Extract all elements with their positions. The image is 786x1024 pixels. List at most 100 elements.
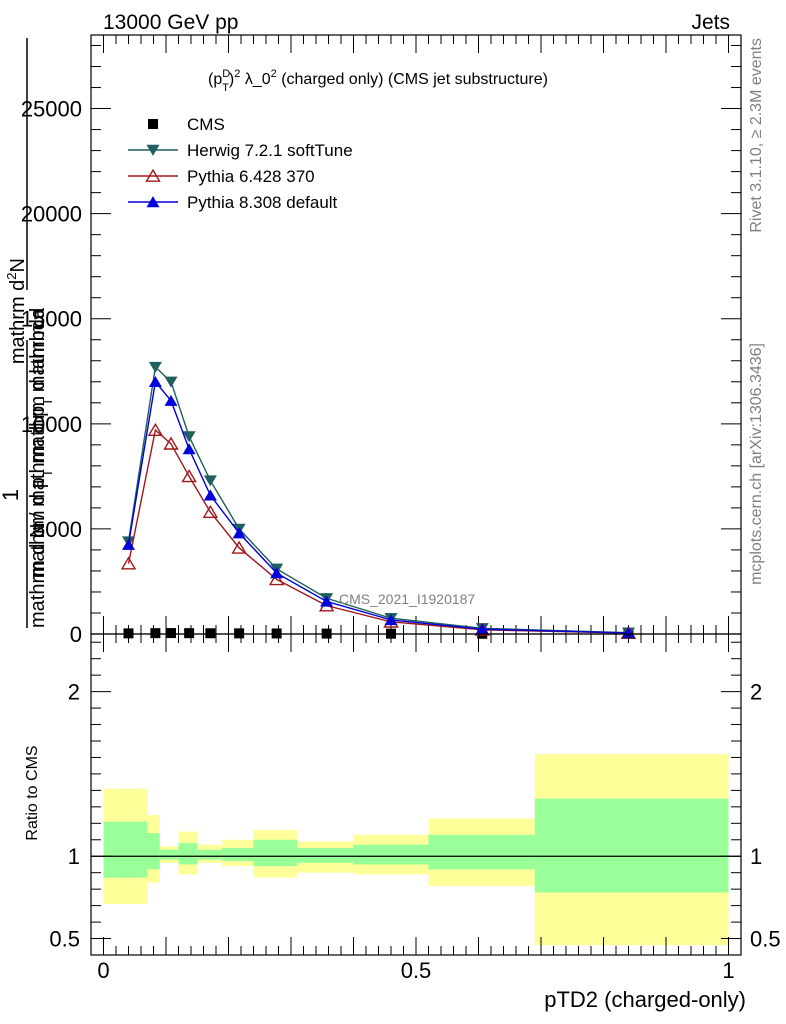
series-1-point-4 (203, 475, 217, 487)
ratio-bands (91, 754, 741, 946)
series-3-point-5 (232, 527, 246, 539)
title-sup-2: 2 (234, 68, 240, 80)
legend-entry-1: Herwig 7.2.1 softTune (128, 141, 353, 160)
ratio-band-green-5 (222, 848, 254, 862)
x-axis-label: pTD2 (charged-only) (544, 987, 746, 1012)
ratio-band-green-2 (159, 849, 179, 860)
series-3-point-0 (122, 538, 135, 550)
series-3-point-9 (475, 623, 489, 635)
main-ytick-label-2: 10000 (21, 412, 82, 437)
series-1-point-2 (164, 376, 178, 388)
legend-marker-3 (146, 196, 160, 208)
legend-label-2: Pythia 6.428 370 (187, 167, 315, 186)
series-2 (120, 422, 637, 639)
series-2-point-4 (202, 504, 219, 518)
ratio-ytick-label-left-0: 0.5 (49, 927, 80, 952)
series-2-point-1 (147, 422, 164, 437)
title-tail: (charged only) (CMS jet substructure) (277, 71, 548, 88)
legend: CMS Herwig 7.2.1 softTune Pythia 6.428 370… (128, 115, 353, 212)
ratio-ytick-label-left-2: 2 (68, 680, 80, 705)
main-plot-series (120, 361, 637, 639)
series-1-point-3 (182, 431, 196, 443)
ratio-axes (90, 633, 742, 956)
mcplots-label: mcplots.cern.ch [arXiv:1306.3436] (748, 343, 765, 585)
series-0-point-1 (150, 628, 161, 639)
ylabel-one: 1 (0, 489, 23, 501)
ratio-band-green-6 (253, 839, 298, 867)
series-0-point-5 (234, 628, 245, 639)
header-right-label: Jets (691, 11, 730, 34)
series-2-point-0 (120, 556, 137, 570)
ratio-ytick-label-right-1: 1 (750, 844, 762, 869)
series-0-point-0 (123, 628, 134, 639)
series-3-point-3 (182, 443, 196, 455)
series-3-point-4 (203, 489, 217, 501)
ratio-y-tick-labels: 0.5 0.5 1 1 2 2 (49, 680, 780, 952)
main-ytick-label-3: 15000 (21, 307, 82, 332)
rivet-version-label: Rivet 3.1.10, ≥ 2.3M events (748, 38, 765, 233)
ratio-band-green-0 (103, 821, 148, 878)
xtick-label-0: 0 (97, 958, 109, 983)
series-3 (122, 375, 635, 639)
series-2-point-2 (163, 436, 179, 450)
series-3-point-7 (320, 595, 334, 607)
title-close: ) (229, 71, 234, 88)
main-ytick-label-4: 20000 (21, 202, 82, 227)
ratio-ytick-label-right-0: 0.5 (750, 927, 781, 952)
title-sup-2b: 2 (271, 68, 277, 80)
ratio-ytick-label-right-2: 2 (750, 680, 762, 705)
ratio-band-green-7 (297, 848, 354, 863)
main-y-tick-labels: 0 5000 10000 15000 20000 25000 (21, 97, 82, 647)
ratio-band-green-8 (353, 844, 429, 865)
ratio-band-green-4 (197, 849, 223, 860)
ratio-y-axis-label: Ratio to CMS (24, 745, 41, 840)
series-line-2 (127, 428, 629, 634)
legend-marker-0 (148, 119, 158, 129)
ylabel-bottom: mathrm d N / mathrm d pT mathrm d (27, 308, 55, 628)
analysis-watermark: CMS_2021_I1920187 (339, 591, 475, 607)
ratio-ytick-label-left-1: 1 (68, 844, 80, 869)
series-1-point-1 (148, 361, 162, 373)
title-base: (p (208, 71, 222, 88)
legend-entry-0: CMS (148, 115, 225, 134)
series-0-point-4 (205, 628, 216, 639)
legend-entry-3: Pythia 8.308 default (128, 193, 338, 212)
series-0-point-2 (166, 628, 176, 639)
main-ytick-label-5: 25000 (21, 97, 82, 122)
legend-label-0: CMS (187, 115, 225, 134)
ratio-band-green-3 (178, 843, 198, 865)
plot-title: (pD T)2 λ_02 (charged only) (CMS jet subs… (208, 68, 548, 94)
x-tick-labels: 0 0.5 1 (97, 958, 734, 983)
main-ytick-label-0: 0 (70, 622, 82, 647)
series-3-point-10 (622, 627, 635, 639)
series-0-point-3 (184, 628, 195, 639)
legend-entry-2: Pythia 6.428 370 (128, 167, 315, 186)
title-sub-t: T (222, 82, 229, 94)
series-3-point-6 (270, 567, 284, 579)
ratio-band-green-1 (147, 833, 160, 870)
series-3-point-1 (148, 375, 162, 387)
ratio-band-green-9 (428, 834, 535, 870)
xtick-label-1: 0.5 (401, 958, 432, 983)
ylabel-denominator: mathrm d pT mathrm d lambda (27, 307, 55, 578)
title-rest: λ_0 (240, 71, 270, 88)
series-3-point-2 (164, 394, 178, 406)
legend-label-3: Pythia 8.308 default (187, 193, 338, 212)
main-y-axis-label: 1 mathrm d2N mathrm d pT mathrm d lambda… (0, 38, 55, 628)
legend-marker-2 (145, 168, 161, 182)
ratio-band-green-10 (534, 798, 729, 893)
series-2-point-6 (268, 572, 285, 586)
legend-marker-1 (146, 144, 160, 156)
series-2-point-3 (181, 469, 197, 483)
legend-label-1: Herwig 7.2.1 softTune (187, 141, 353, 160)
series-3-point-8 (384, 614, 398, 626)
title-sup-d: D (222, 68, 230, 80)
xtick-label-2: 1 (722, 958, 734, 983)
header-left-label: 13000 GeV pp (103, 11, 238, 34)
main-ytick-label-1: 5000 (33, 517, 82, 542)
series-2-point-5 (231, 540, 247, 554)
ylabel-numerator: mathrm d2N (4, 258, 29, 364)
ratio-panel: 0.5 0.51 12 2 0 0.5 1 Ratio to CMS pTD2 (char… (24, 633, 781, 1012)
